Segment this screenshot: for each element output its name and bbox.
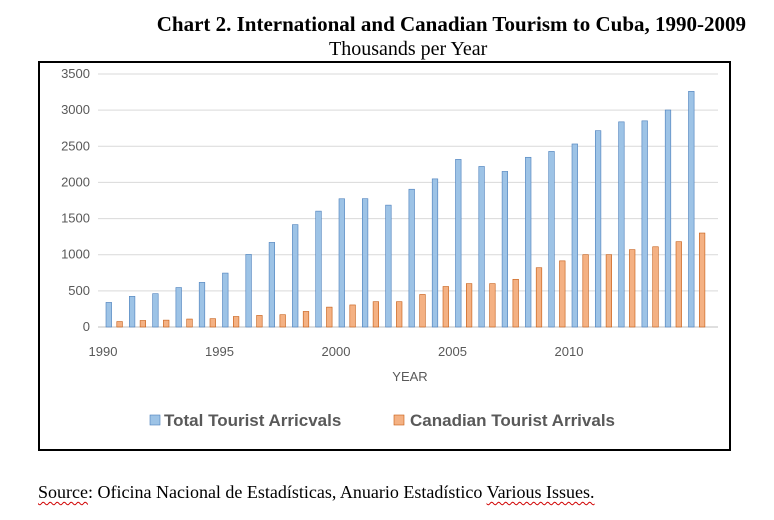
source-text: : Oficina Nacional de Estadísticas, Anua… (87, 482, 487, 502)
bar-canadian (605, 254, 612, 328)
chart-subtitle: Thousands per Year (329, 38, 488, 60)
bar-canadian (116, 321, 123, 328)
bar-canadian (442, 286, 449, 328)
bar-total (245, 254, 252, 328)
bar-canadian (233, 316, 240, 328)
source-word: Source (38, 482, 88, 502)
y-tick-label: 0 (83, 319, 90, 334)
bar-canadian (535, 267, 543, 328)
bar-canadian (139, 320, 146, 328)
bar-total (688, 91, 695, 328)
x-tick-label: 2000 (322, 344, 351, 359)
bar-total (594, 130, 602, 328)
bar-canadian (559, 260, 566, 328)
y-tick-label: 1000 (61, 247, 90, 262)
bar-total (664, 109, 672, 328)
bar-canadian (372, 301, 380, 328)
x-axis-title: YEAR (392, 369, 427, 384)
bar-total (361, 198, 369, 328)
x-axis-ticks: 1990 1995 2000 2005 2010 (89, 344, 584, 359)
bar-canadian (629, 249, 636, 328)
bar-canadian (489, 283, 496, 328)
legend-label-total: Total Tourist Arricvals (164, 411, 341, 430)
y-tick-label: 500 (68, 283, 90, 298)
y-tick-label: 1500 (61, 211, 90, 226)
x-tick-label: 1995 (205, 344, 234, 359)
bar-total (152, 293, 159, 328)
x-tick-label: 1990 (89, 344, 118, 359)
bar-total (618, 121, 625, 328)
bar-total (222, 272, 229, 328)
bar-total (268, 242, 276, 328)
x-tick-label: 2005 (438, 344, 467, 359)
bar-total (129, 296, 136, 328)
legend: Total Tourist Arricvals Canadian Tourist… (149, 411, 615, 430)
legend-swatch-total (149, 414, 161, 426)
bar-canadian (419, 294, 426, 328)
bar-canadian (582, 254, 589, 328)
bar-total (478, 166, 485, 328)
bar-canadian (186, 318, 193, 328)
bars (105, 91, 706, 328)
legend-swatch-canadian (393, 414, 405, 426)
y-tick-label: 3500 (61, 66, 90, 81)
bar-canadian (279, 314, 286, 328)
bar-canadian (302, 311, 310, 328)
source-various-issues: Various Issues. (486, 482, 595, 502)
bar-total (198, 282, 206, 328)
bar-canadian (675, 241, 682, 328)
bar-total (315, 210, 322, 328)
bar-canadian (256, 315, 263, 328)
x-tick-label: 2010 (555, 344, 584, 359)
y-tick-label: 2000 (61, 174, 90, 189)
bar-canadian (698, 232, 706, 328)
y-tick-label: 3000 (61, 102, 90, 117)
bar-canadian (652, 246, 659, 328)
bar-total (525, 156, 532, 328)
bar-total (571, 143, 578, 328)
bar-total (548, 151, 555, 328)
y-axis-ticks: 0 500 1000 1500 2000 2500 3000 3500 (61, 66, 90, 334)
bar-canadian (512, 278, 519, 328)
bar-total (338, 198, 345, 328)
bar-canadian (465, 283, 473, 328)
chart-title: Chart 2. International and Canadian Tour… (156, 12, 746, 36)
bar-chart: 0 500 1000 1500 2000 2500 3000 3500 1990 1995 200… (61, 66, 718, 430)
y-tick-label: 2500 (61, 138, 90, 153)
bar-canadian (396, 301, 403, 328)
chart-frame: 0 500 1000 1500 2000 2500 3000 3500 1990 1995 200… (38, 61, 731, 451)
bar-canadian (326, 306, 333, 328)
bar-canadian (163, 319, 170, 328)
bar-total (501, 171, 509, 328)
bar-total (408, 188, 415, 328)
bar-total (455, 159, 462, 328)
bar-total (175, 287, 182, 328)
bar-canadian (209, 318, 216, 328)
gridlines (98, 73, 718, 328)
source-note: Source: Oficina Nacional de Estadísticas… (38, 482, 595, 503)
bar-total (641, 120, 648, 328)
bar-total (385, 204, 392, 328)
legend-label-canadian: Canadian Tourist Arrivals (410, 411, 615, 430)
bar-canadian (349, 304, 356, 328)
bar-total (431, 178, 439, 328)
bar-total (105, 302, 112, 328)
bar-total (292, 224, 299, 328)
